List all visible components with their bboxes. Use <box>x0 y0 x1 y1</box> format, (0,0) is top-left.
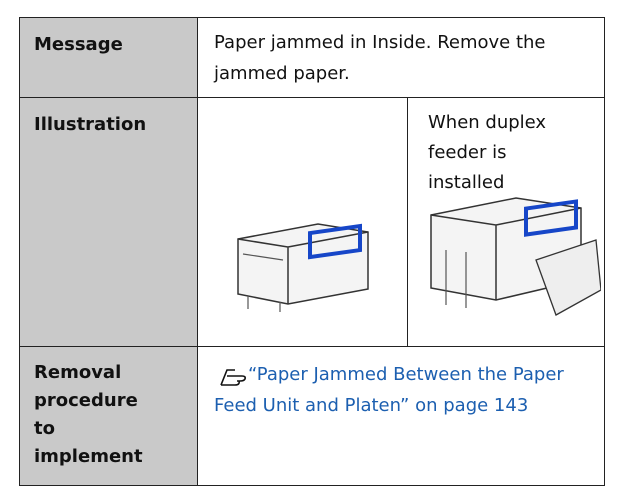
reference-link[interactable]: “Paper Jammed Between the Paper Feed Uni… <box>214 364 564 416</box>
note-cell: When duplex feeder is installed <box>407 97 605 347</box>
header-text: Message <box>34 34 123 55</box>
printer-duplex-illustration <box>430 197 601 316</box>
message-text: Paper jammed in Inside. Remove the jamme… <box>214 32 546 84</box>
header-text: Illustration <box>34 114 147 135</box>
header-cell: Message <box>19 17 198 98</box>
header-cell: Removal procedure to implement <box>19 346 198 486</box>
header-cell: Illustration <box>19 97 198 347</box>
header-text: Removal procedure to implement <box>34 362 143 467</box>
note-text: When duplex feeder is installed <box>428 112 547 193</box>
message-cell: Paper jammed in Inside. Remove the jamme… <box>197 17 605 98</box>
procedure-cell: “Paper Jammed Between the Paper Feed Uni… <box>197 346 605 486</box>
printer-illustration <box>237 223 369 312</box>
reference-icon <box>220 369 246 386</box>
illustration-cell <box>197 97 408 347</box>
